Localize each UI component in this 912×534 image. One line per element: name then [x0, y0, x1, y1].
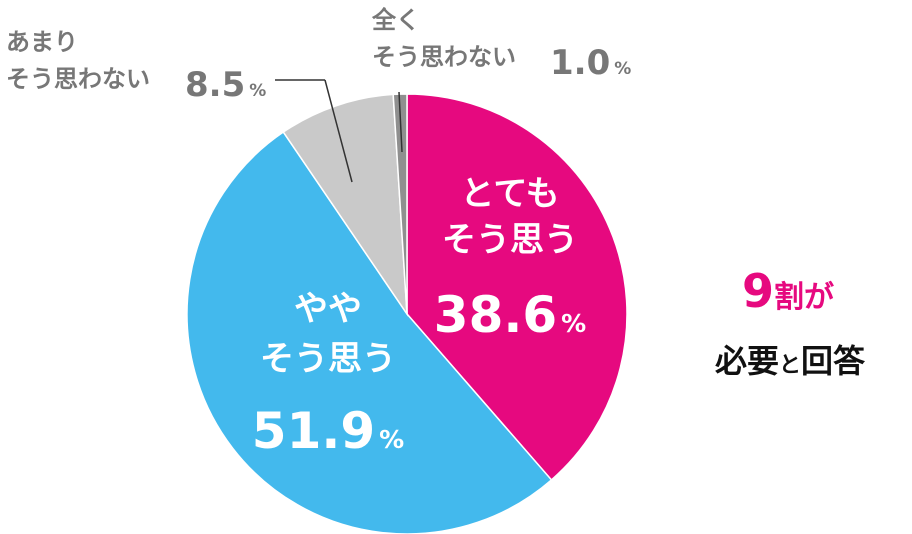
category-label: とてもそう思う — [442, 174, 578, 260]
value-label: 51.9% — [252, 402, 404, 460]
value-number: 1.0 — [550, 43, 610, 83]
value-number: 51.9 — [252, 402, 375, 460]
pie-slice — [186, 130, 553, 534]
value-number: 38.6 — [434, 286, 557, 344]
annotation: 必要と回答 — [715, 342, 866, 380]
category-label: 全くそう思わない — [371, 6, 516, 71]
value-unit: % — [379, 425, 404, 454]
value-unit: % — [561, 309, 586, 338]
pie-slice — [406, 93, 628, 481]
annotation-text: 割が — [774, 280, 834, 315]
annotation-text: 回答 — [801, 342, 866, 380]
value-label: 1.0% — [550, 43, 631, 83]
category-label: ややそう思う — [260, 289, 396, 379]
pie-slice — [392, 93, 408, 315]
labels: とてもそう思う 38.6 % ややそう思う 51.9 % あまりそう思わない 8.5 % 全くそう… — [6, 6, 631, 460]
annotation-text: と — [779, 353, 801, 378]
category-label: あまりそう思わない — [6, 28, 150, 93]
leader-line — [398, 91, 403, 153]
value-label: 8.5% — [185, 65, 266, 105]
value-unit: % — [614, 59, 631, 79]
pie — [186, 93, 628, 534]
annotation-number: 9 — [742, 264, 774, 318]
value-number: 8.5 — [185, 65, 245, 105]
leader-line — [324, 79, 353, 183]
annotation-text: 必要 — [715, 342, 779, 380]
value-label: 38.6% — [434, 286, 586, 344]
value-unit: % — [249, 81, 266, 101]
pie-slice — [282, 93, 408, 317]
annotation: 9割が — [742, 264, 834, 318]
